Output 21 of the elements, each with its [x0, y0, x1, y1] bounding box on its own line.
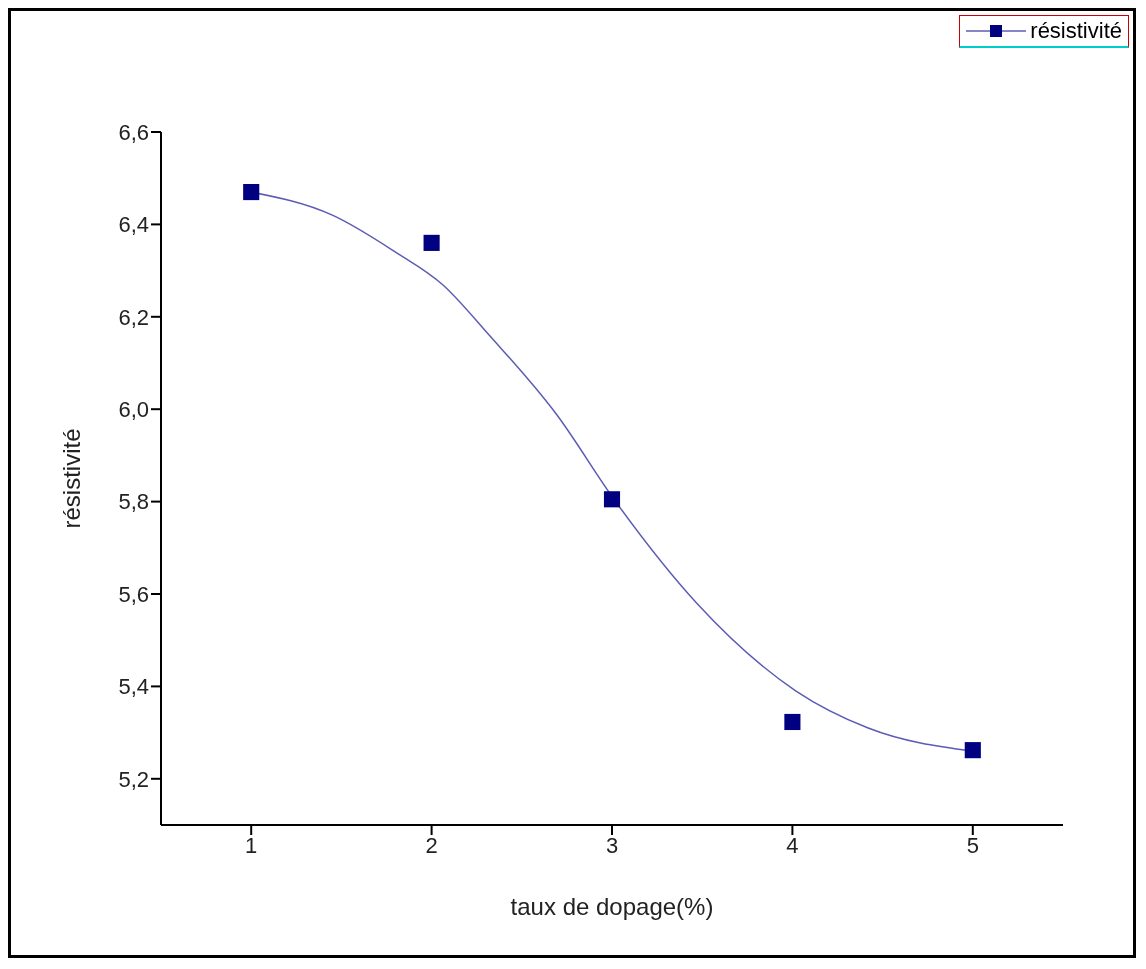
y-axis-title: résistivité	[57, 428, 85, 529]
point	[423, 234, 440, 251]
y-tick-label: 5,8	[118, 489, 149, 515]
point	[964, 742, 981, 759]
y-tick-label: 6,2	[118, 304, 149, 330]
y-tick-label: 5,6	[118, 581, 149, 607]
x-tick-label: 4	[786, 832, 799, 858]
y-tick-label: 5,4	[118, 674, 149, 700]
legend-label: résistivité	[1030, 18, 1122, 44]
point	[784, 713, 801, 731]
x-tick-label: 3	[605, 832, 619, 858]
y-tick-label: 5,2	[118, 766, 149, 792]
x-axis-title: taux de dopage(%)	[510, 893, 714, 920]
x-tick-label: 2	[425, 832, 438, 858]
point	[243, 184, 260, 201]
x-tick-label: 5	[966, 832, 979, 858]
point	[603, 491, 621, 508]
y-tick-label: 6,0	[118, 397, 149, 423]
y-tick-label: 6,6	[118, 119, 149, 145]
y-tick-label: 6,4	[118, 212, 149, 238]
x-tick-label: 1	[245, 832, 258, 858]
